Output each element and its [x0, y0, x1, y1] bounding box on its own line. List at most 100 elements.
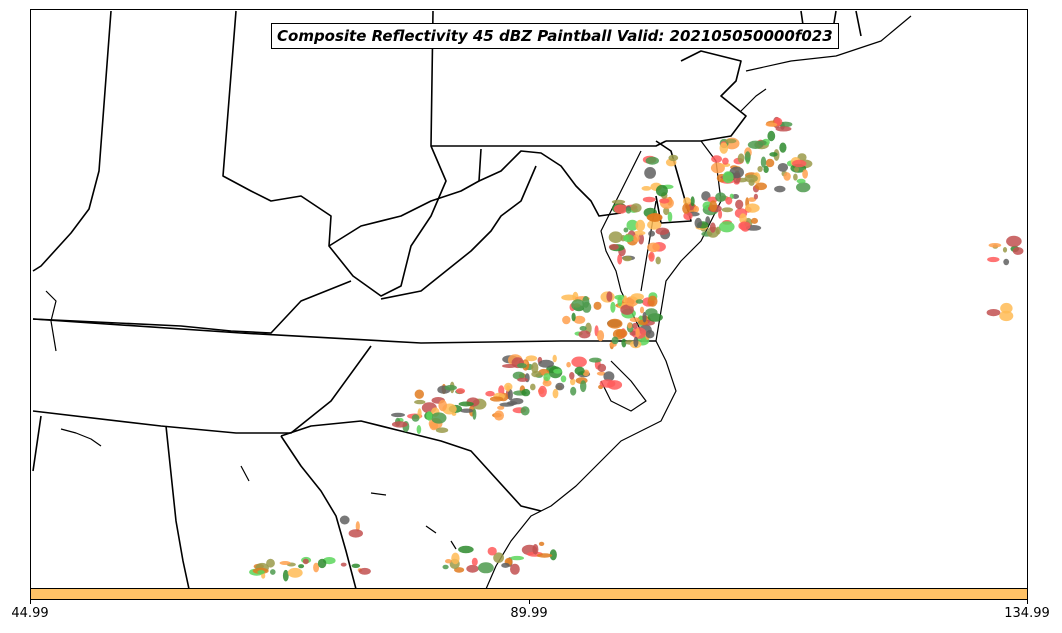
- state-border-va-nc: [32, 318, 656, 344]
- storm-cell: [767, 130, 776, 142]
- storm-cell: [747, 197, 757, 202]
- storm-cell: [1000, 302, 1013, 314]
- storm-cell: [538, 359, 554, 368]
- state-border-tn-al: [32, 415, 42, 472]
- storm-cell: [608, 231, 623, 243]
- storm-cell: [778, 121, 793, 128]
- lake-nc: [425, 525, 457, 550]
- storm-cell: [531, 362, 539, 374]
- colorbar-label-max: 134.99: [1004, 606, 1050, 621]
- storm-cell: [645, 156, 659, 165]
- storm-cell: [340, 562, 347, 567]
- colorbar-label-mid: 89.99: [510, 606, 548, 621]
- storm-cell: [466, 564, 479, 573]
- storm-cell: [571, 312, 576, 322]
- storm-cell: [517, 377, 529, 382]
- storm-cell: [775, 126, 792, 132]
- storm-cell: [489, 396, 504, 402]
- storm-cell: [391, 412, 405, 418]
- storm-cell: [794, 166, 799, 173]
- storm-cell: [641, 186, 652, 191]
- storm-cell: [796, 182, 811, 193]
- storm-cell: [639, 306, 645, 314]
- storm-cell: [596, 371, 606, 376]
- storm-cell: [317, 558, 327, 569]
- storm-cell: [655, 184, 668, 197]
- storm-cell: [517, 363, 527, 369]
- storm-cell: [582, 296, 590, 308]
- storm-cell: [748, 179, 755, 186]
- storm-cell: [617, 253, 623, 265]
- storm-cell: [472, 408, 477, 420]
- storm-cell: [719, 142, 729, 154]
- storm-cell: [501, 562, 510, 568]
- storm-cell: [571, 356, 587, 368]
- storm-cell: [391, 421, 408, 428]
- storm-cell: [571, 299, 585, 311]
- storm-cell: [988, 243, 1002, 248]
- river-wv: [45, 290, 57, 352]
- storm-cell: [648, 251, 655, 262]
- storm-cell: [725, 196, 733, 205]
- storm-cell: [751, 217, 758, 224]
- storm-cell: [737, 153, 745, 164]
- storm-cell: [744, 174, 758, 183]
- storm-cell: [431, 412, 447, 424]
- storm-cell: [667, 211, 673, 222]
- storm-cell: [414, 399, 426, 405]
- storm-cell: [793, 173, 798, 181]
- storm-cell: [445, 559, 452, 564]
- storm-cell: [566, 361, 571, 368]
- storm-cell: [560, 375, 567, 383]
- storm-cell: [622, 255, 632, 262]
- storm-cell: [460, 408, 474, 413]
- storm-cell: [266, 558, 275, 568]
- storm-cell: [543, 373, 551, 382]
- storm-cell: [471, 557, 478, 566]
- storm-cell: [615, 329, 628, 338]
- storm-cell: [769, 152, 778, 157]
- paintball-layer: [249, 116, 1024, 582]
- storm-cell: [668, 154, 679, 162]
- storm-cell: [623, 227, 629, 233]
- storm-cell: [510, 398, 524, 405]
- storm-cell: [597, 363, 607, 372]
- storm-cell: [796, 178, 806, 184]
- storm-cell: [709, 200, 718, 212]
- storm-cell: [999, 310, 1014, 322]
- storm-cell: [478, 562, 494, 574]
- storm-cell: [416, 425, 422, 434]
- storm-cell: [783, 172, 791, 181]
- storm-cell: [574, 366, 585, 375]
- map-panel: Composite Reflectivity 45 dBZ Paintball …: [30, 9, 1028, 589]
- storm-cell: [721, 207, 734, 213]
- storm-cell: [627, 322, 633, 329]
- storm-cell: [765, 122, 778, 127]
- storm-cell: [760, 156, 767, 168]
- storm-cell: [599, 379, 616, 388]
- storm-cell: [339, 515, 350, 525]
- state-border-wv-va: [328, 165, 537, 300]
- storm-cell: [520, 406, 530, 416]
- storm-cell: [549, 549, 557, 561]
- storm-cell: [282, 569, 289, 582]
- colorbar: [30, 588, 1028, 600]
- storm-cell: [635, 299, 644, 304]
- storm-cell: [603, 371, 615, 382]
- storm-cell: [626, 219, 639, 231]
- storm-cell: [414, 389, 424, 399]
- storm-cell: [521, 388, 531, 397]
- state-border-nc-sc: [280, 420, 542, 512]
- storm-cell: [580, 380, 587, 393]
- colorbar-tick-max: [1027, 600, 1028, 604]
- storm-cell: [589, 357, 602, 363]
- storm-cell: [715, 192, 726, 202]
- storm-cell: [663, 207, 670, 216]
- storm-cell: [525, 355, 538, 362]
- storm-cell: [553, 368, 563, 374]
- storm-cell: [298, 564, 305, 569]
- storm-cell: [779, 142, 787, 153]
- storm-cell: [302, 558, 309, 565]
- storm-cell: [693, 205, 699, 213]
- storm-cell: [355, 521, 360, 532]
